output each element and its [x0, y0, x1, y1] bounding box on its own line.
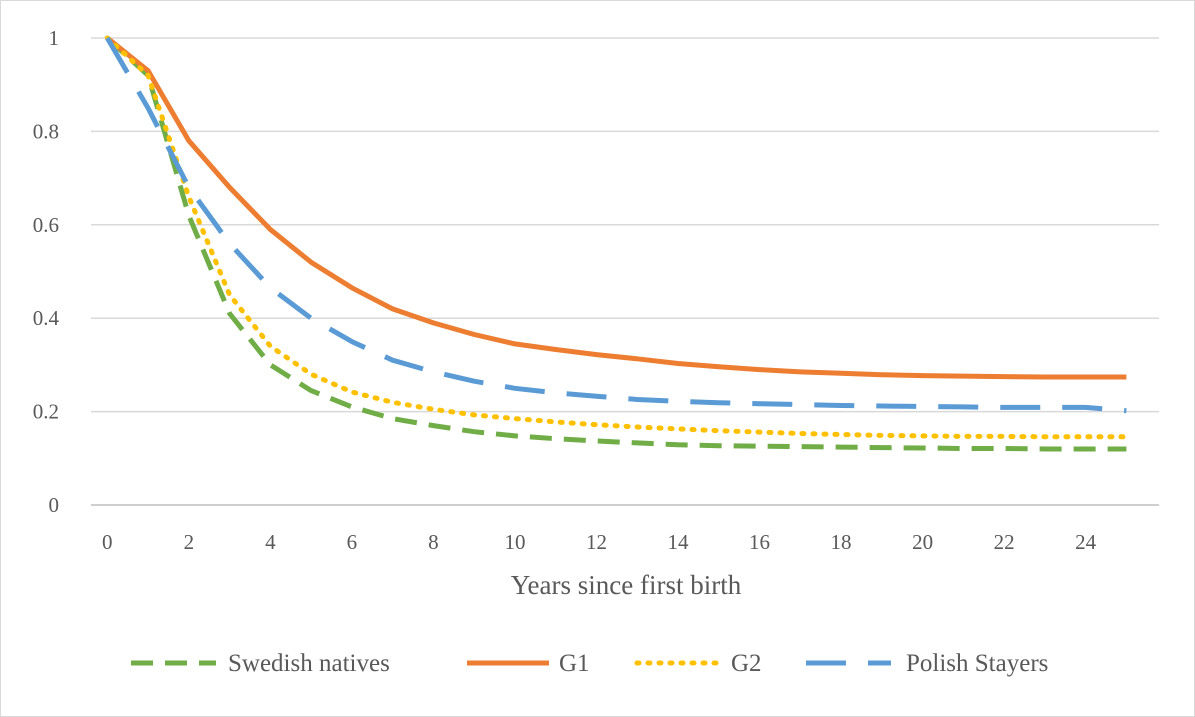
x-tick-label: 24 [1075, 530, 1097, 554]
legend-item-polish-stayers: Polish Stayers [806, 650, 1048, 677]
legend-item-swedish-natives: Swedish natives [131, 650, 390, 677]
legend-item-g1: G1 [467, 650, 590, 677]
x-tick-label: 10 [504, 530, 525, 554]
x-tick-label: 0 [102, 530, 113, 554]
x-tick-label: 4 [265, 530, 276, 554]
x-tick-label: 12 [586, 530, 607, 554]
x-tick-label: 2 [184, 530, 195, 554]
series-line-g2 [104, 35, 1129, 440]
y-tick-label: 0.8 [33, 119, 59, 143]
series-line-g1 [105, 36, 1127, 380]
x-tick-label: 18 [831, 530, 852, 554]
legend-label: G2 [731, 650, 762, 677]
legend-label: Swedish natives [228, 650, 390, 677]
y-tick-label: 0.4 [33, 306, 60, 330]
series-line-swedish-natives [105, 36, 1127, 452]
y-tick-label: 1 [49, 26, 60, 50]
x-tick-label: 16 [749, 530, 770, 554]
y-tick-label: 0.6 [33, 213, 59, 237]
x-tick-label: 14 [667, 530, 689, 554]
series-line-polish-stayers [105, 36, 1127, 414]
legend-label: Polish Stayers [906, 650, 1048, 677]
y-axis: 0 0.2 0.4 0.6 0.8 1 [33, 26, 1159, 517]
x-tick-label: 22 [994, 530, 1015, 554]
x-axis-title: Years since first birth [511, 570, 742, 600]
legend: Swedish natives G1 G2 Polish Stayers [131, 650, 1048, 677]
x-axis: 0 2 4 6 8 10 12 14 16 18 20 22 24 [102, 530, 1097, 554]
x-tick-label: 20 [912, 530, 933, 554]
plot-area [104, 35, 1129, 452]
legend-label: G1 [559, 650, 590, 677]
x-tick-label: 6 [347, 530, 358, 554]
y-tick-label: 0 [49, 493, 60, 517]
legend-item-g2: G2 [634, 650, 762, 677]
x-tick-label: 8 [428, 530, 439, 554]
y-tick-label: 0.2 [33, 400, 59, 424]
